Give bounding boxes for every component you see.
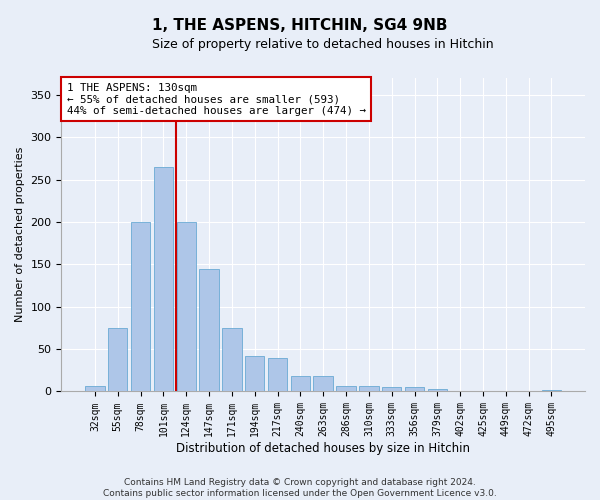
Bar — [337, 386, 356, 392]
Bar — [154, 167, 173, 392]
Bar — [451, 390, 470, 392]
Bar — [85, 386, 104, 392]
Text: Contains HM Land Registry data © Crown copyright and database right 2024.
Contai: Contains HM Land Registry data © Crown c… — [103, 478, 497, 498]
Y-axis label: Number of detached properties: Number of detached properties — [15, 147, 25, 322]
Bar — [245, 356, 265, 392]
Bar — [313, 376, 333, 392]
Title: Size of property relative to detached houses in Hitchin: Size of property relative to detached ho… — [152, 38, 494, 51]
Text: 1, THE ASPENS, HITCHIN, SG4 9NB: 1, THE ASPENS, HITCHIN, SG4 9NB — [152, 18, 448, 32]
Bar — [405, 387, 424, 392]
Bar — [290, 376, 310, 392]
Bar — [268, 358, 287, 392]
Bar — [199, 268, 219, 392]
Bar — [108, 328, 127, 392]
Bar — [222, 328, 242, 392]
Bar — [542, 390, 561, 392]
Bar — [382, 387, 401, 392]
X-axis label: Distribution of detached houses by size in Hitchin: Distribution of detached houses by size … — [176, 442, 470, 455]
Bar — [176, 222, 196, 392]
Bar — [359, 386, 379, 392]
Bar — [428, 389, 447, 392]
Text: 1 THE ASPENS: 130sqm
← 55% of detached houses are smaller (593)
44% of semi-deta: 1 THE ASPENS: 130sqm ← 55% of detached h… — [67, 83, 365, 116]
Bar — [131, 222, 150, 392]
